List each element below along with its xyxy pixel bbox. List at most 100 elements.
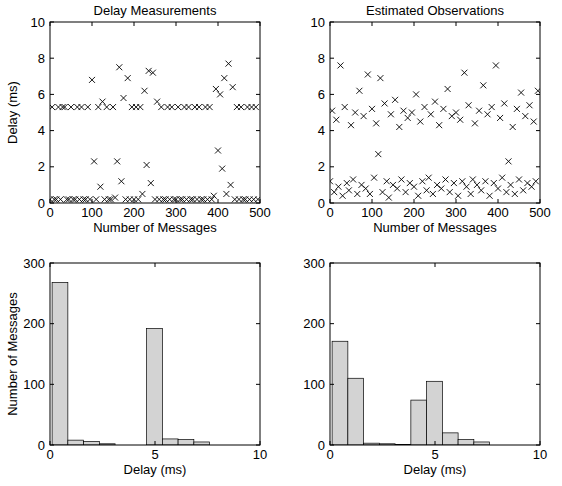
y-tick bbox=[256, 22, 260, 23]
y-tick-label: 6 bbox=[38, 87, 45, 102]
point bbox=[365, 71, 371, 77]
y-tick-label: 6 bbox=[318, 87, 325, 102]
point bbox=[443, 176, 449, 182]
point bbox=[348, 122, 354, 128]
y-tick bbox=[256, 384, 260, 385]
point bbox=[533, 178, 539, 184]
point bbox=[330, 108, 335, 114]
point bbox=[79, 104, 85, 110]
marks bbox=[52, 282, 210, 445]
y-tick-label: 300 bbox=[23, 256, 45, 271]
y-tick bbox=[256, 323, 260, 324]
point bbox=[405, 115, 411, 121]
y-tick bbox=[50, 323, 54, 324]
x-tick bbox=[260, 22, 261, 26]
point bbox=[223, 191, 229, 197]
point bbox=[401, 108, 407, 114]
point bbox=[371, 175, 377, 181]
x-tick-label: 0 bbox=[46, 447, 53, 462]
point bbox=[352, 110, 358, 116]
y-tick-label: 100 bbox=[303, 377, 325, 392]
title: Delay Measurements bbox=[94, 3, 217, 18]
y-tick bbox=[536, 384, 540, 385]
x-tick bbox=[540, 263, 541, 267]
point bbox=[89, 77, 95, 83]
bar bbox=[84, 441, 100, 445]
point bbox=[87, 196, 93, 202]
point bbox=[58, 196, 64, 202]
point bbox=[461, 70, 467, 76]
point bbox=[495, 186, 501, 192]
point bbox=[333, 117, 339, 123]
bar bbox=[178, 440, 194, 445]
x-tick bbox=[260, 441, 261, 445]
x-tick bbox=[218, 199, 219, 203]
x-tick-label: 100 bbox=[81, 205, 103, 220]
x-tick bbox=[435, 441, 436, 445]
x-tick-label: 400 bbox=[207, 205, 229, 220]
point bbox=[508, 182, 514, 188]
bar bbox=[52, 282, 68, 445]
point bbox=[474, 182, 480, 188]
point bbox=[142, 88, 148, 94]
y-tick bbox=[536, 445, 540, 446]
y-tick bbox=[256, 203, 260, 204]
point bbox=[93, 196, 99, 202]
point bbox=[497, 115, 503, 121]
y-tick bbox=[330, 263, 334, 264]
point bbox=[112, 195, 118, 201]
point bbox=[516, 176, 522, 182]
frame bbox=[330, 22, 540, 203]
y-tick-label: 2 bbox=[318, 159, 325, 174]
x-tick-label: 200 bbox=[403, 205, 425, 220]
point bbox=[97, 184, 103, 190]
x-tick bbox=[134, 199, 135, 203]
x-tick-label: 10 bbox=[533, 447, 547, 462]
bar bbox=[332, 341, 348, 445]
y-tick bbox=[536, 323, 540, 324]
point bbox=[186, 104, 192, 110]
point bbox=[398, 176, 404, 182]
point bbox=[428, 111, 434, 117]
x-tick bbox=[50, 199, 51, 203]
point bbox=[211, 193, 217, 199]
x-tick-label: 0 bbox=[326, 205, 333, 220]
point bbox=[375, 151, 381, 157]
frame bbox=[50, 22, 260, 203]
y-tick bbox=[536, 130, 540, 131]
x-tick bbox=[414, 199, 415, 203]
point bbox=[447, 189, 453, 195]
point bbox=[487, 193, 493, 199]
y-tick bbox=[536, 58, 540, 59]
marks bbox=[330, 62, 540, 200]
point bbox=[116, 64, 122, 70]
point bbox=[485, 111, 491, 117]
x-tick bbox=[218, 22, 219, 26]
x-axis-label: Delay (ms) bbox=[404, 462, 467, 477]
y-tick bbox=[536, 203, 540, 204]
x-tick bbox=[498, 199, 499, 203]
panel-1: 01002003004005000246810Estimated Observa… bbox=[311, 3, 551, 235]
y-tick-label: 10 bbox=[31, 15, 45, 30]
bar bbox=[427, 381, 443, 445]
y-tick bbox=[330, 445, 334, 446]
point bbox=[510, 124, 516, 130]
y-tick bbox=[330, 22, 334, 23]
point bbox=[95, 104, 101, 110]
point bbox=[148, 180, 154, 186]
y-tick bbox=[256, 166, 260, 167]
point bbox=[125, 75, 131, 81]
point bbox=[335, 184, 341, 190]
point bbox=[104, 104, 110, 110]
point bbox=[464, 184, 470, 190]
y-tick-label: 300 bbox=[303, 256, 325, 271]
x-tick-label: 10 bbox=[253, 447, 267, 462]
y-tick-label: 100 bbox=[23, 377, 45, 392]
frame bbox=[330, 263, 540, 445]
point bbox=[121, 95, 127, 101]
point bbox=[394, 186, 400, 192]
x-tick bbox=[540, 441, 541, 445]
point bbox=[466, 102, 472, 108]
point bbox=[411, 184, 417, 190]
x-axis-label: Delay (ms) bbox=[124, 462, 187, 477]
